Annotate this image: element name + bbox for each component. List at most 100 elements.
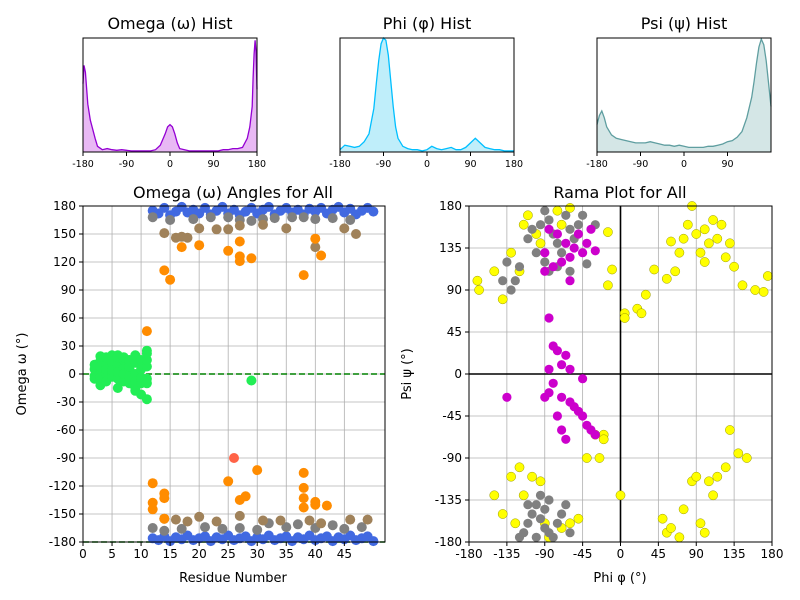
data-point: [657, 513, 668, 524]
data-point: [514, 262, 525, 272]
hist-density-line: [82, 40, 258, 152]
data-point: [666, 523, 676, 533]
data-point: [531, 532, 541, 542]
data-point: [246, 215, 257, 226]
data-point: [159, 525, 170, 536]
data-point: [561, 210, 571, 220]
y-tick-label: 45: [447, 325, 462, 339]
x-tick-label: 90: [464, 159, 476, 170]
data-point: [141, 394, 152, 405]
x-tick-label: 0: [681, 159, 687, 170]
data-point: [548, 378, 558, 388]
data-point: [310, 214, 321, 225]
data-point: [704, 476, 714, 487]
data-point: [552, 518, 563, 528]
data-point: [165, 215, 176, 225]
data-point: [561, 350, 571, 360]
data-point: [557, 257, 567, 267]
x-tick-label: 30: [250, 547, 265, 561]
data-point: [170, 514, 181, 525]
data-point: [223, 212, 234, 223]
data-point: [565, 364, 575, 374]
data-point: [298, 502, 309, 513]
data-point: [586, 224, 596, 234]
data-point: [636, 308, 647, 319]
data-point: [708, 490, 718, 501]
data-point: [229, 453, 239, 463]
data-point: [321, 500, 332, 511]
data-point: [345, 514, 356, 525]
x-tick-label: -90: [633, 159, 649, 170]
data-point: [269, 213, 280, 224]
data-point: [581, 453, 592, 463]
data-point: [582, 238, 592, 248]
data-point: [246, 253, 257, 264]
data-point: [704, 238, 714, 249]
data-point: [246, 375, 257, 386]
x-tick-label: -180: [329, 159, 351, 170]
data-point: [182, 232, 193, 243]
data-point: [531, 500, 541, 510]
data-point: [582, 259, 592, 269]
data-point: [234, 236, 245, 247]
data-point: [548, 262, 558, 272]
data-point: [540, 257, 550, 267]
x-tick-label: -90: [119, 159, 135, 170]
data-point: [472, 275, 483, 286]
data-point: [578, 248, 588, 258]
data-point: [733, 448, 744, 459]
data-point: [758, 287, 769, 297]
data-point: [594, 453, 605, 463]
x-tick-label: 180: [761, 547, 784, 561]
data-point: [298, 493, 309, 504]
x-tick-label: -180: [72, 159, 94, 170]
y-tick-label: -135: [435, 493, 462, 507]
x-tick-label: 90: [721, 159, 733, 170]
x-tick-label: 35: [279, 547, 294, 561]
x-tick-label: 15: [162, 547, 177, 561]
data-point: [565, 528, 575, 538]
x-tick-label: 90: [689, 547, 704, 561]
y-tick-label: -90: [56, 451, 76, 465]
data-point: [678, 233, 689, 244]
data-point: [310, 499, 321, 510]
data-point: [502, 257, 512, 267]
data-point: [540, 392, 550, 402]
data-point: [573, 513, 584, 524]
x-tick-label: 40: [308, 547, 323, 561]
data-point: [281, 522, 292, 533]
data-point: [603, 280, 613, 291]
data-point: [741, 453, 752, 463]
data-point: [506, 247, 516, 258]
data-point: [368, 536, 379, 547]
data-point: [661, 273, 672, 284]
y-tick-label: 30: [61, 339, 76, 353]
data-point: [557, 392, 567, 402]
data-point: [674, 247, 685, 258]
data-point: [615, 490, 626, 501]
hist-fill-area: [597, 39, 771, 152]
x-tick-label: 0: [424, 159, 430, 170]
data-point: [200, 202, 210, 213]
omega-scatter-panel: Omega (ω) Angles for All Residue Number …: [15, 183, 386, 586]
data-point: [561, 238, 571, 248]
data-point: [557, 509, 567, 519]
data-point: [263, 201, 274, 212]
data-point: [200, 522, 210, 533]
data-point: [573, 229, 584, 239]
data-point: [506, 285, 516, 295]
data-point: [607, 264, 617, 275]
y-tick-label: 180: [53, 199, 76, 213]
data-point: [205, 212, 216, 223]
psi-hist-title: Psi (ψ) Hist: [641, 14, 727, 33]
data-point: [569, 243, 579, 253]
data-point: [176, 523, 187, 534]
x-tick-label: 45: [337, 547, 352, 561]
data-point: [565, 518, 575, 529]
x-tick-label: -180: [586, 159, 608, 170]
data-point: [695, 518, 706, 529]
data-point: [489, 490, 500, 501]
data-point: [750, 285, 761, 295]
data-point: [351, 229, 361, 239]
data-point: [194, 223, 205, 234]
